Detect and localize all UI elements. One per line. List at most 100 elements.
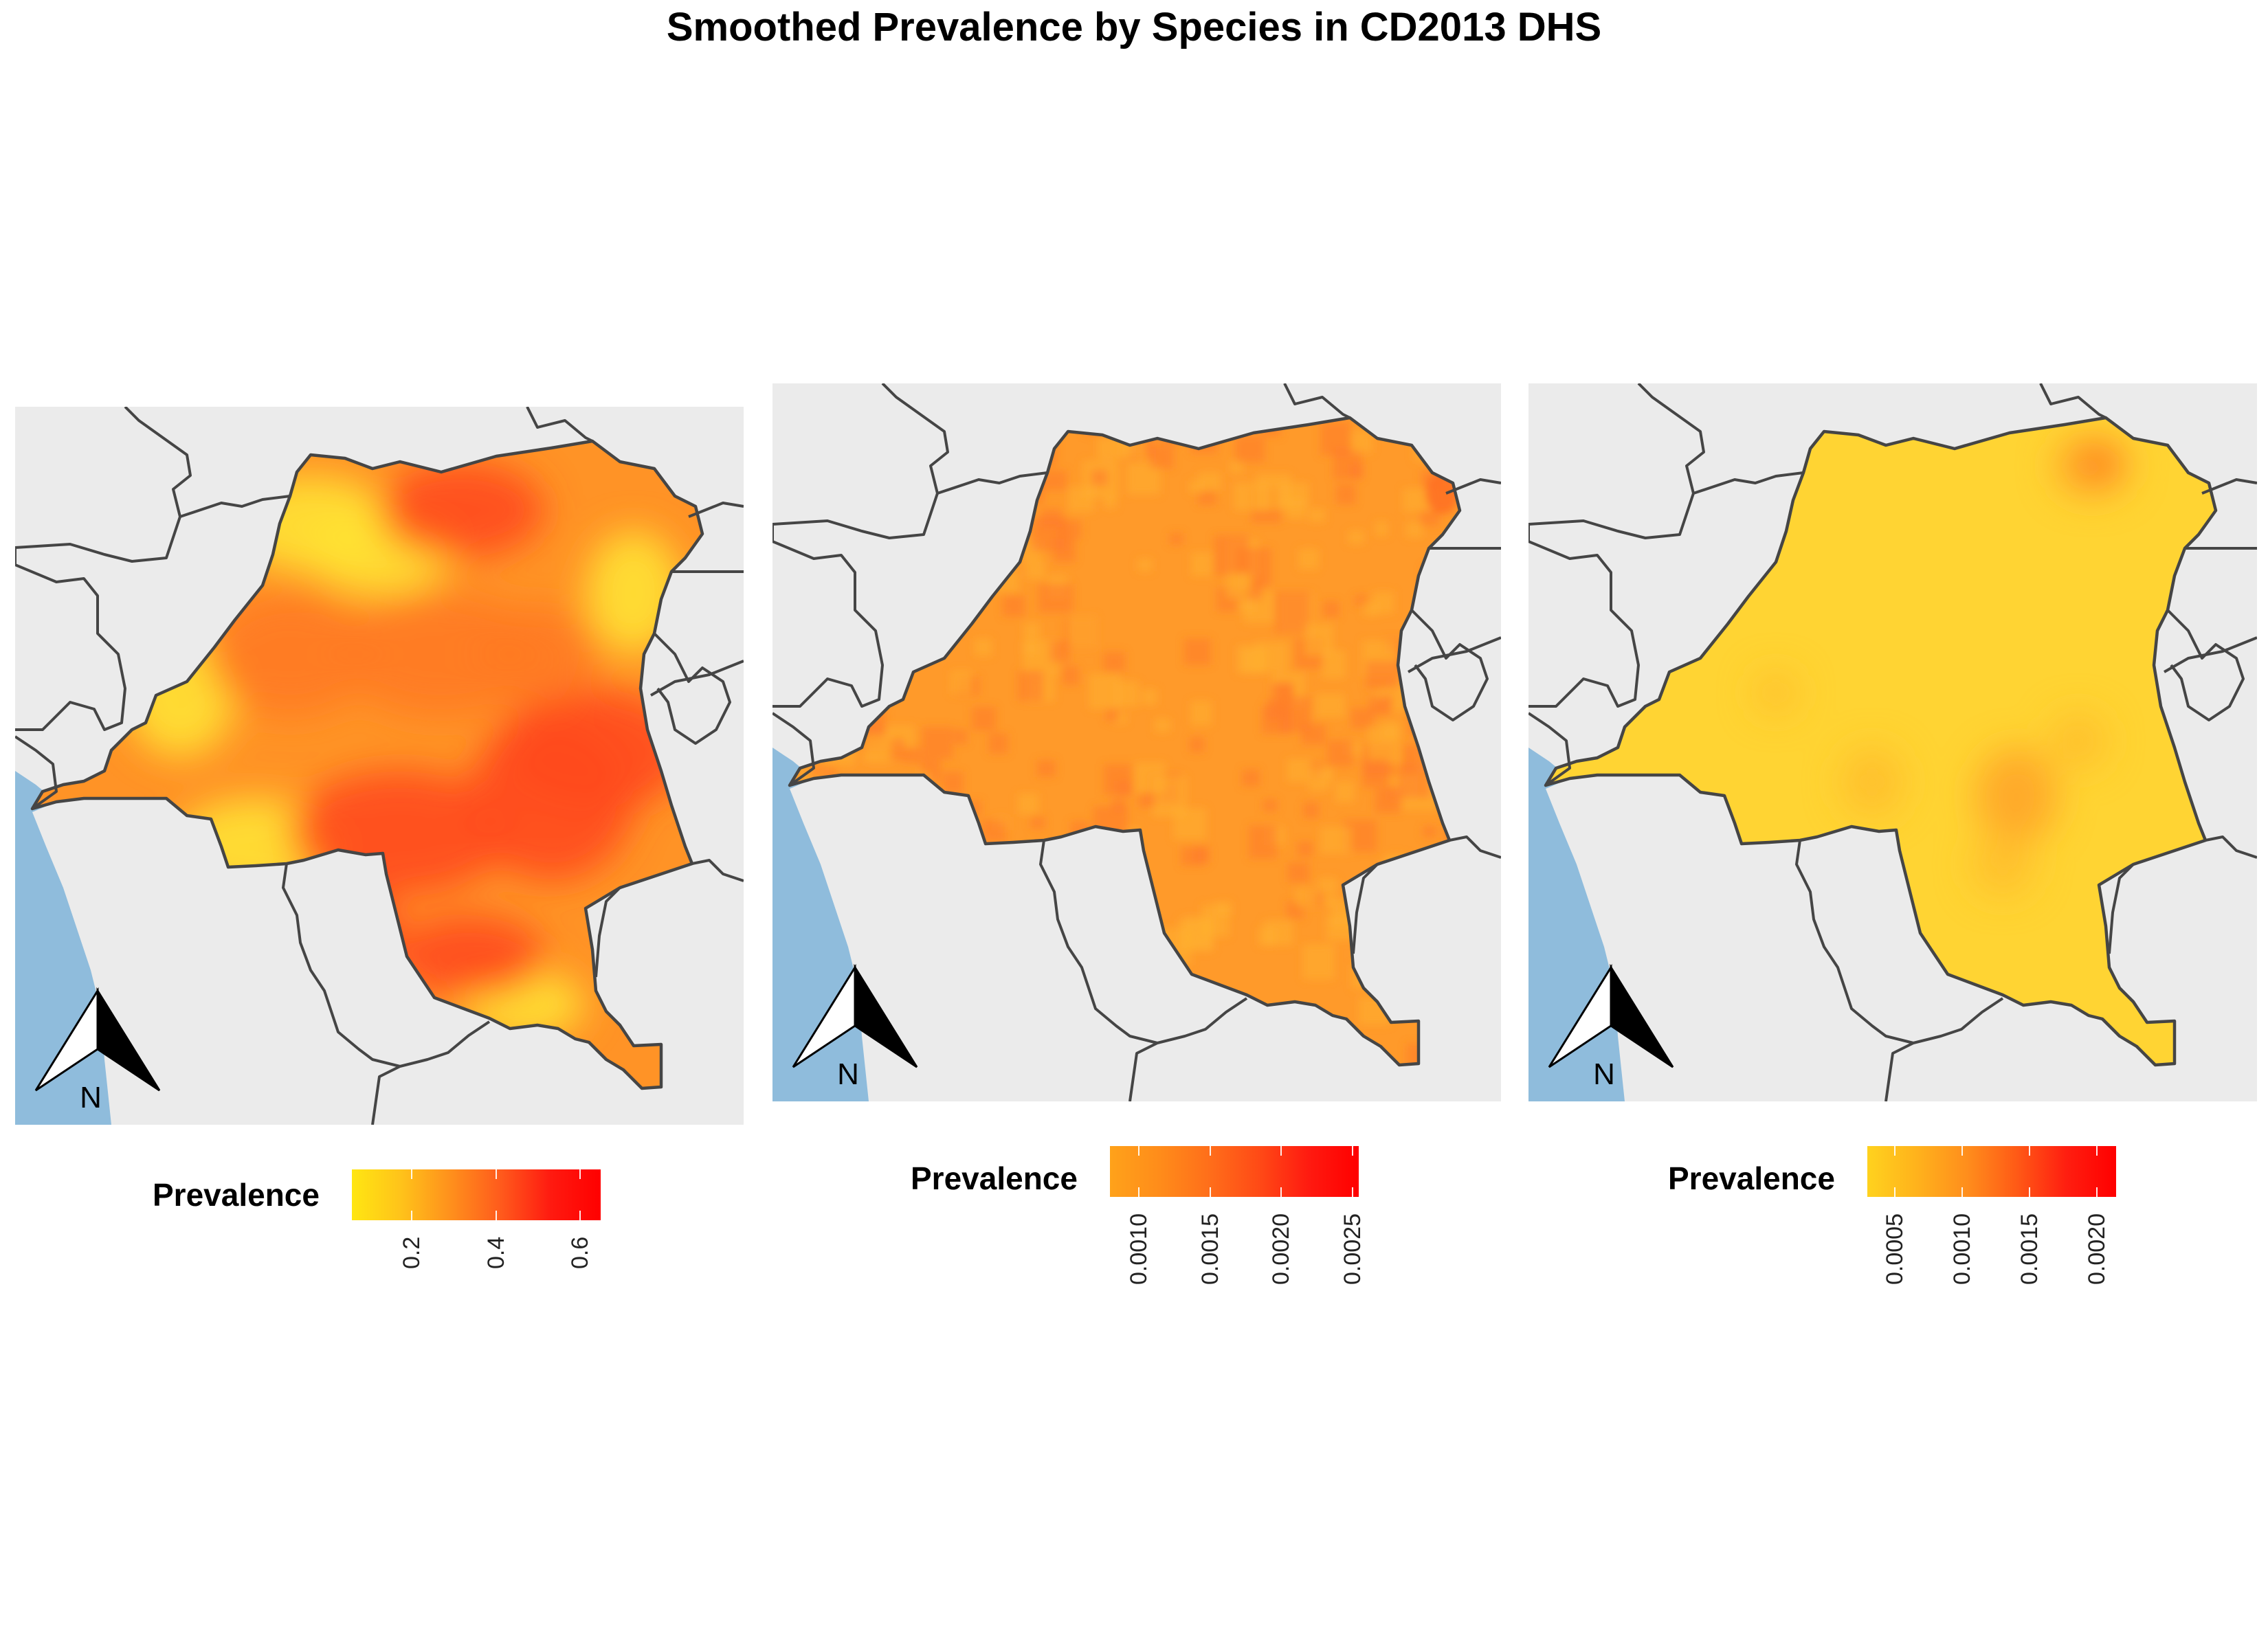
texture-cell bbox=[1089, 673, 1121, 709]
texture-cell bbox=[1318, 877, 1337, 894]
texture-cell bbox=[1348, 530, 1365, 544]
north-label: N bbox=[837, 1057, 859, 1091]
texture-cell bbox=[1241, 649, 1267, 674]
legend-tick-label: 0.0020 bbox=[1268, 1213, 1295, 1285]
texture-cell bbox=[1138, 793, 1154, 808]
map-svg-1: N bbox=[15, 407, 744, 1125]
texture-cell bbox=[1036, 760, 1056, 777]
texture-cell bbox=[1423, 825, 1436, 838]
texture-cell bbox=[1068, 486, 1095, 513]
drc-outline bbox=[30, 439, 704, 1090]
texture-cell bbox=[1173, 807, 1207, 840]
legend-tick-label: 0.2 bbox=[398, 1236, 425, 1269]
north-label: N bbox=[80, 1081, 102, 1114]
map-panel-3: N bbox=[1528, 383, 2257, 1101]
texture-cell bbox=[1190, 700, 1212, 726]
country-border bbox=[15, 735, 58, 810]
country-border bbox=[526, 407, 593, 442]
texture-cell bbox=[1336, 484, 1356, 504]
texture-cell bbox=[1303, 802, 1319, 818]
north-label: N bbox=[1593, 1057, 1615, 1091]
legend-tick bbox=[410, 1211, 412, 1220]
country-border bbox=[2201, 478, 2257, 495]
map-panel-2: N bbox=[772, 383, 1501, 1101]
country-border bbox=[2166, 609, 2245, 721]
legend-colorbar-2 bbox=[1110, 1146, 1359, 1197]
legend-tick bbox=[2095, 1187, 2098, 1197]
country-border bbox=[1408, 636, 1501, 673]
texture-cell bbox=[1263, 799, 1278, 812]
legend-title-3: Prevalence bbox=[1668, 1160, 1835, 1196]
texture-cell bbox=[1327, 740, 1354, 767]
texture-cell bbox=[1030, 816, 1045, 829]
texture-cell bbox=[1256, 473, 1291, 511]
texture-cell bbox=[1062, 666, 1079, 685]
country-border bbox=[2039, 383, 2106, 419]
legend-tick-label: 0.0020 bbox=[2083, 1213, 2110, 1285]
texture-cell bbox=[1058, 520, 1081, 539]
texture-cell bbox=[922, 726, 953, 759]
texture-cell bbox=[1230, 460, 1243, 474]
country-border bbox=[1283, 383, 1350, 419]
texture-cell bbox=[1197, 489, 1216, 505]
hotspot bbox=[469, 716, 634, 881]
country-border bbox=[1129, 1042, 1158, 1101]
hotspot bbox=[476, 606, 599, 702]
texture-cell bbox=[1296, 888, 1318, 908]
texture-cell bbox=[1287, 759, 1312, 783]
legend-tick bbox=[1280, 1146, 1282, 1156]
texture-cell bbox=[1320, 826, 1352, 854]
texture-cell bbox=[1038, 583, 1073, 613]
legend-tick bbox=[410, 1169, 412, 1179]
country-border bbox=[2205, 835, 2257, 859]
texture-cell bbox=[1068, 616, 1097, 649]
country-border bbox=[653, 632, 731, 745]
legend-tick bbox=[1351, 1187, 1353, 1197]
country-border bbox=[1449, 835, 1501, 859]
texture-cell bbox=[1304, 623, 1334, 656]
texture-cell bbox=[1049, 640, 1070, 662]
texture-cell bbox=[1287, 862, 1309, 883]
country-border bbox=[1528, 524, 1640, 708]
texture-cell bbox=[972, 706, 997, 731]
texture-cell bbox=[1235, 435, 1265, 462]
texture-cell bbox=[1322, 896, 1336, 908]
legend-tick-label: 0.0010 bbox=[1948, 1213, 1975, 1285]
texture-cell bbox=[988, 733, 1008, 754]
texture-cell bbox=[1420, 510, 1440, 526]
legend-tick bbox=[1138, 1146, 1140, 1156]
texture-cell bbox=[903, 747, 922, 763]
texture-cell bbox=[1002, 594, 1025, 617]
country-border bbox=[772, 712, 815, 787]
legend-tick bbox=[1961, 1187, 1963, 1197]
legend-tick-label: 0.0010 bbox=[1126, 1213, 1153, 1285]
texture-cell bbox=[1194, 846, 1210, 863]
country-border bbox=[282, 863, 401, 1068]
country-border bbox=[937, 471, 1048, 495]
texture-cell bbox=[1297, 841, 1313, 857]
texture-cell bbox=[1191, 552, 1213, 576]
north-arrow-icon: N bbox=[1548, 963, 1674, 1091]
texture-cell bbox=[1150, 445, 1174, 469]
hotspot bbox=[393, 915, 544, 998]
legend-tick-label: 0.0015 bbox=[1197, 1213, 1223, 1285]
texture-cell bbox=[1249, 825, 1278, 859]
legend-colorbar-3 bbox=[1867, 1146, 2116, 1197]
texture-cell bbox=[1258, 927, 1276, 946]
texture-cell bbox=[1298, 548, 1319, 570]
legend-tick bbox=[495, 1169, 497, 1179]
map-svg-2: N bbox=[772, 383, 1501, 1101]
legend-tick bbox=[579, 1169, 581, 1179]
texture-cell bbox=[1366, 660, 1398, 689]
texture-cell bbox=[974, 638, 992, 657]
texture-cell bbox=[1375, 788, 1401, 814]
texture-cell bbox=[1102, 651, 1126, 673]
figure-title: Smoothed Prevalence by Species in CD2013… bbox=[666, 5, 1602, 49]
legend-tick bbox=[495, 1211, 497, 1220]
texture-cell bbox=[1302, 944, 1335, 980]
country-border bbox=[1913, 997, 2004, 1044]
texture-cell bbox=[1309, 508, 1326, 522]
country-border bbox=[688, 502, 744, 518]
country-border bbox=[1157, 997, 1248, 1044]
legend-title-2: Prevalence bbox=[911, 1160, 1078, 1196]
